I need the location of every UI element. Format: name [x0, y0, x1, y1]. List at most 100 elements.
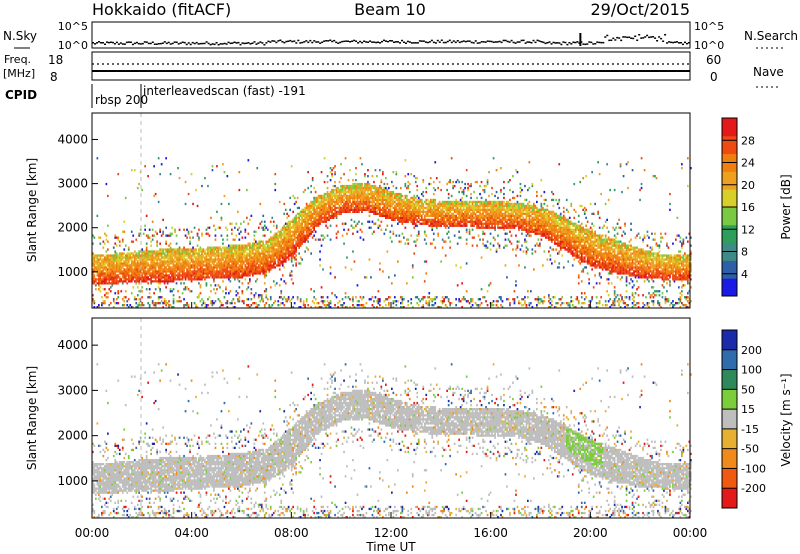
power-echo-cell [370, 200, 372, 204]
power-echo-cell [391, 212, 393, 215]
power-echo-cell [114, 276, 117, 279]
power-echo-cell [388, 192, 390, 196]
power-echo-cell [121, 304, 124, 307]
power-echo-cell [257, 264, 260, 267]
power-echo-cell [334, 210, 336, 213]
power-echo-cell [250, 264, 253, 267]
power-echo-cell [376, 200, 378, 204]
power-echo-cell [177, 167, 179, 170]
power-echo-cell [462, 202, 465, 206]
power-echo-cell [376, 306, 378, 309]
power-echo-cell [178, 260, 181, 263]
power-echo-cell [365, 204, 368, 208]
power-echo-cell [114, 270, 117, 273]
power-echo-cell [302, 304, 305, 307]
power-echo-cell [341, 200, 344, 204]
power-echo-cell [244, 274, 247, 277]
power-echo-cell [410, 212, 413, 215]
power-echo-cell [150, 266, 152, 269]
power-echo-cell [177, 256, 179, 259]
power-echo-cell [392, 230, 395, 233]
power-echo-cell [446, 306, 448, 309]
power-echo-cell [329, 208, 332, 211]
power-echo-cell [217, 266, 220, 269]
power-echo-cell [250, 244, 253, 247]
power-echo-cell [376, 190, 378, 194]
power-echo-cell [204, 272, 206, 275]
power-echo-cell [210, 266, 212, 269]
power-echo-cell [465, 204, 468, 208]
power-echo-cell [304, 306, 306, 309]
power-echo-cell [163, 300, 166, 303]
power-echo-cell [144, 228, 146, 231]
power-echo-cell [284, 282, 287, 285]
power-echo-cell [126, 270, 129, 273]
power-echo-cell [114, 266, 117, 269]
power-echo-cell [241, 262, 244, 265]
power-echo-cell [438, 206, 441, 210]
power-echo-cell [259, 252, 262, 255]
power-echo-cell [470, 300, 472, 303]
power-echo-cell [391, 210, 393, 213]
power-echo-cell [147, 264, 149, 267]
power-echo-cell [326, 186, 329, 190]
power-echo-cell [189, 242, 191, 245]
power-echo-cell [299, 234, 302, 237]
power-echo-cell [358, 220, 360, 223]
power-echo-cell [335, 216, 338, 219]
power-echo-cell [232, 270, 235, 273]
power-echo-cell [136, 274, 139, 277]
power-echo-cell [449, 180, 451, 184]
power-echo-cell [263, 266, 266, 269]
nsky-point [536, 39, 539, 42]
power-echo-cell [147, 258, 149, 261]
power-echo-cell [411, 208, 414, 211]
power-echo-cell [367, 188, 369, 192]
power-echo-cell [271, 246, 274, 249]
power-echo-cell [108, 278, 111, 281]
power-echo-cell [323, 194, 326, 198]
power-echo-cell [274, 300, 277, 303]
power-echo-cell [464, 212, 466, 215]
power-echo-cell [392, 192, 395, 196]
power-echo-cell [92, 298, 94, 301]
power-echo-cell [199, 246, 202, 249]
power-echo-cell [223, 171, 226, 174]
power-echo-cell [456, 218, 459, 221]
power-echo-cell [198, 272, 200, 275]
power-echo-cell [434, 216, 437, 219]
power-echo-cell [277, 234, 280, 237]
nsky-point [369, 40, 372, 42]
power-echo-cell [450, 157, 453, 160]
power-echo-cell [371, 198, 374, 202]
power-echo-cell [373, 300, 375, 303]
power-echo-cell [257, 254, 260, 257]
power-echo-cell [344, 188, 347, 192]
power-echo-cell [274, 248, 277, 251]
power-echo-cell [174, 264, 176, 267]
power-echo-cell [326, 200, 329, 204]
power-echo-cell [138, 282, 140, 285]
nsky-point [351, 40, 354, 42]
power-echo-cell [109, 290, 112, 293]
power-echo-cell [259, 222, 262, 225]
power-echo-cell [244, 258, 247, 261]
power-echo-cell [240, 264, 242, 267]
power-echo-cell [461, 204, 463, 208]
power-echo-cell [275, 236, 278, 239]
power-echo-cell [226, 272, 229, 275]
power-echo-cell [205, 232, 208, 235]
power-echo-cell [313, 222, 315, 225]
power-echo-cell [365, 302, 368, 305]
nsky-point [594, 43, 597, 45]
power-echo-cell [253, 238, 256, 241]
power-echo-cell [361, 202, 363, 206]
power-echo-cell [144, 268, 146, 271]
power-echo-cell [112, 298, 115, 301]
power-echo-cell [286, 216, 288, 219]
power-echo-cell [320, 202, 323, 206]
power-echo-cell [370, 226, 372, 229]
power-echo-cell [341, 196, 344, 200]
power-echo-cell [153, 258, 155, 261]
power-echo-cell [247, 254, 250, 257]
